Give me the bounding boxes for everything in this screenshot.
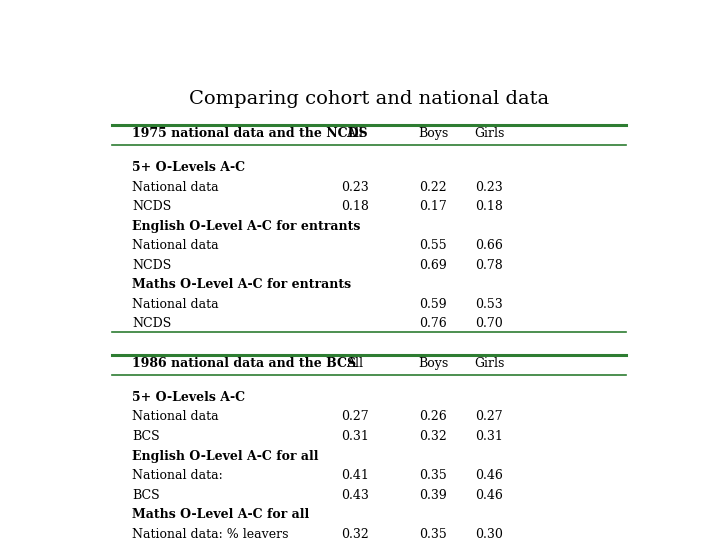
- Text: National data: National data: [132, 410, 218, 423]
- Text: 0.26: 0.26: [419, 410, 447, 423]
- Text: 0.53: 0.53: [475, 298, 503, 311]
- Text: BCS: BCS: [132, 430, 159, 443]
- Text: 0.66: 0.66: [475, 239, 503, 252]
- Text: Boys: Boys: [418, 127, 449, 140]
- Text: 0.18: 0.18: [475, 200, 503, 213]
- Text: 0.41: 0.41: [341, 469, 369, 482]
- Text: 1986 national data and the BCS: 1986 national data and the BCS: [132, 357, 356, 370]
- Text: 0.31: 0.31: [475, 430, 503, 443]
- Text: Boys: Boys: [418, 357, 449, 370]
- Text: Maths O-Level A-C for entrants: Maths O-Level A-C for entrants: [132, 278, 351, 291]
- Text: 0.46: 0.46: [475, 489, 503, 502]
- Text: 0.76: 0.76: [419, 318, 447, 330]
- Text: National data: National data: [132, 180, 218, 193]
- Text: 0.78: 0.78: [475, 259, 503, 272]
- Text: 5+ O-Levels A-C: 5+ O-Levels A-C: [132, 161, 245, 174]
- Text: 1975 national data and the NCDS: 1975 national data and the NCDS: [132, 127, 367, 140]
- Text: English O-Level A-C for entrants: English O-Level A-C for entrants: [132, 220, 360, 233]
- Text: 0.59: 0.59: [419, 298, 447, 311]
- Text: NCDS: NCDS: [132, 200, 171, 213]
- Text: 0.30: 0.30: [475, 528, 503, 540]
- Text: National data: National data: [132, 239, 218, 252]
- Text: 0.39: 0.39: [419, 489, 447, 502]
- Text: All: All: [346, 357, 364, 370]
- Text: Girls: Girls: [474, 127, 504, 140]
- Text: 0.35: 0.35: [419, 528, 447, 540]
- Text: 0.46: 0.46: [475, 469, 503, 482]
- Text: NCDS: NCDS: [132, 259, 171, 272]
- Text: 0.23: 0.23: [475, 180, 503, 193]
- Text: National data:: National data:: [132, 469, 222, 482]
- Text: 0.70: 0.70: [475, 318, 503, 330]
- Text: 0.22: 0.22: [419, 180, 447, 193]
- Text: 0.23: 0.23: [341, 180, 369, 193]
- Text: 5+ O-Levels A-C: 5+ O-Levels A-C: [132, 391, 245, 404]
- Text: 0.43: 0.43: [341, 489, 369, 502]
- Text: National data: National data: [132, 298, 218, 311]
- Text: NCDS: NCDS: [132, 318, 171, 330]
- Text: BCS: BCS: [132, 489, 159, 502]
- Text: 0.55: 0.55: [419, 239, 447, 252]
- Text: 0.27: 0.27: [341, 410, 369, 423]
- Text: 0.27: 0.27: [475, 410, 503, 423]
- Text: 0.17: 0.17: [419, 200, 447, 213]
- Text: Maths O-Level A-C for all: Maths O-Level A-C for all: [132, 508, 309, 521]
- Text: Girls: Girls: [474, 357, 504, 370]
- Text: 0.69: 0.69: [419, 259, 447, 272]
- Text: 0.32: 0.32: [341, 528, 369, 540]
- Text: All: All: [346, 127, 364, 140]
- Text: National data: % leavers: National data: % leavers: [132, 528, 288, 540]
- Text: Comparing cohort and national data: Comparing cohort and national data: [189, 90, 549, 108]
- Text: 0.18: 0.18: [341, 200, 369, 213]
- Text: English O-Level A-C for all: English O-Level A-C for all: [132, 450, 318, 463]
- Text: 0.32: 0.32: [419, 430, 447, 443]
- Text: 0.31: 0.31: [341, 430, 369, 443]
- Text: 0.35: 0.35: [419, 469, 447, 482]
